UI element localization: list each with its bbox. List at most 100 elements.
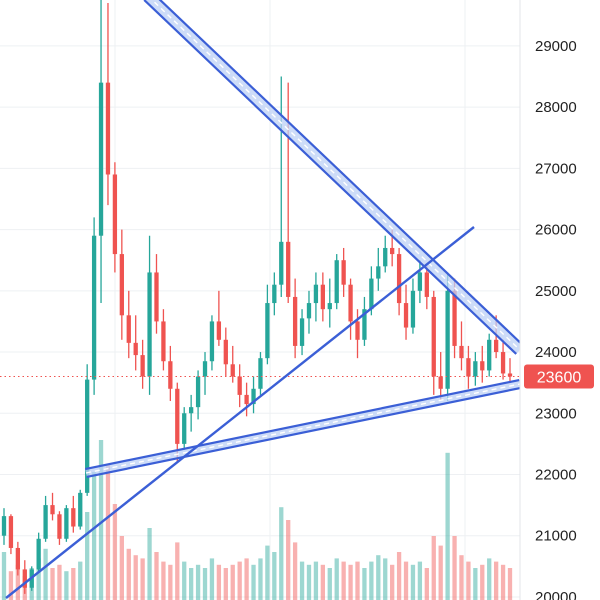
candle-body — [147, 272, 152, 377]
volume-bar — [286, 520, 291, 600]
candle-body — [452, 290, 457, 346]
candle-body — [424, 272, 429, 297]
candle-body — [493, 339, 499, 353]
candle-body — [216, 321, 222, 340]
volume-bar — [452, 536, 457, 600]
candle-body — [362, 309, 367, 340]
y-tick-label: 26000 — [535, 222, 577, 239]
candle — [230, 345, 235, 383]
candle-body — [396, 254, 402, 304]
candle — [279, 76, 284, 297]
volume-bar — [313, 561, 319, 600]
volume-bar — [383, 558, 388, 600]
candle — [507, 358, 513, 383]
volume-bar — [8, 571, 14, 600]
candle — [258, 352, 263, 395]
candle-body — [480, 361, 485, 371]
volume-bar — [105, 464, 111, 600]
candle-body — [1, 516, 7, 536]
candle — [265, 284, 270, 365]
candle — [500, 339, 506, 380]
candle-body — [334, 260, 339, 304]
candle-body — [91, 235, 97, 380]
candle — [78, 489, 83, 530]
candle-body — [306, 303, 312, 319]
volume-bar — [133, 555, 138, 600]
volume-bar — [43, 548, 48, 600]
candle-body — [112, 174, 118, 255]
candle-body — [348, 284, 353, 322]
candle-body — [244, 394, 249, 405]
candle — [64, 505, 69, 542]
candle-body — [279, 241, 284, 285]
candle — [466, 345, 471, 389]
volume-bar — [403, 561, 409, 600]
descending-resistance-channel-edge-a — [143, 0, 517, 355]
volume-bar — [320, 564, 325, 600]
candle-body — [417, 272, 423, 291]
candle-body — [369, 278, 374, 310]
candle — [119, 229, 124, 340]
candle-body — [376, 266, 381, 279]
candle — [396, 247, 402, 316]
volume-bar — [431, 536, 436, 600]
candle-body — [133, 342, 138, 356]
candle-body — [15, 547, 21, 570]
volume-bar — [126, 548, 131, 600]
candle — [487, 333, 492, 377]
volume-bar — [209, 558, 215, 600]
candle — [251, 376, 256, 414]
candle — [71, 495, 76, 533]
candle — [223, 327, 228, 377]
current-price-tag: 23600 — [524, 364, 594, 389]
candle — [168, 345, 173, 402]
candle — [182, 407, 187, 450]
candle-body — [341, 260, 346, 285]
candle — [112, 162, 118, 273]
y-tick-label: 24000 — [535, 344, 577, 361]
candle-body — [154, 272, 159, 322]
ascending-support-channel-edge-a — [86, 386, 522, 478]
volume-bar — [57, 564, 62, 600]
candle — [327, 278, 332, 328]
volume-bar — [272, 552, 277, 600]
candle — [445, 272, 450, 402]
candle-body — [466, 358, 471, 377]
volume-bar — [112, 504, 118, 600]
candle — [175, 382, 180, 463]
candle-body — [50, 505, 55, 515]
y-axis: 20000 21000 22000 23000 24000 25000 26000 27000… — [535, 38, 577, 600]
y-tick-label: 27000 — [535, 160, 577, 177]
volume-bar — [390, 564, 395, 600]
volume-bar — [78, 561, 83, 600]
candle-body — [272, 284, 277, 304]
volume-bar — [182, 561, 187, 600]
candle-body — [320, 284, 325, 310]
candle — [126, 290, 131, 359]
candle — [272, 272, 277, 316]
volume-bar — [445, 452, 450, 600]
y-tick-label: 20000 — [535, 589, 577, 600]
candle — [50, 492, 55, 521]
candle-body — [507, 373, 513, 377]
y-tick-label: 29000 — [535, 38, 577, 55]
candle-body — [223, 339, 228, 365]
candle — [216, 290, 222, 346]
candle-body — [487, 339, 492, 371]
candle-body — [500, 352, 506, 374]
candle-body — [8, 516, 14, 548]
y-tick-label: 25000 — [535, 283, 577, 300]
candle — [105, 3, 111, 206]
candle-body — [292, 296, 298, 346]
volume-bar — [396, 552, 402, 600]
candle-body — [438, 376, 443, 389]
candle — [383, 235, 388, 273]
candle — [431, 290, 436, 395]
candle-body — [209, 321, 215, 362]
candle-body — [126, 315, 131, 343]
volume-bar — [473, 568, 478, 600]
descending-resistance-channel — [143, 0, 525, 355]
candle — [459, 321, 464, 371]
